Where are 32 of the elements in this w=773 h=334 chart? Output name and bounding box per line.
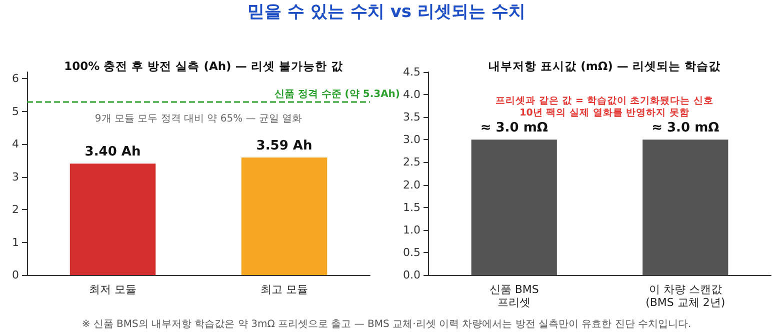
data-label: ≈ 3.0 mΩ — [480, 120, 548, 136]
data-label: ≈ 3.0 mΩ — [652, 120, 720, 136]
chart-title: 100% 충전 후 방전 실측 (Ah) — 리셋 불가능한 값 — [64, 59, 344, 73]
data-label: 3.40 Ah — [84, 144, 141, 160]
y-tick-label: 2.5 — [402, 156, 420, 169]
y-tick-label: 3 — [12, 170, 19, 184]
y-tick-label: 6 — [12, 72, 19, 86]
x-tick-label: 최고 모듈 — [260, 283, 308, 296]
y-tick-label: 5 — [12, 104, 19, 118]
chart-title: 내부저항 표시값 (mΩ) — 리셋되는 학습값 — [488, 59, 722, 73]
y-tick-label: 0.5 — [402, 246, 420, 259]
y-tick-label: 3.5 — [402, 110, 420, 124]
y-tick-label: 2 — [12, 203, 19, 216]
y-tick-label: 1.5 — [402, 200, 420, 214]
y-tick-label: 4 — [12, 138, 19, 151]
y-tick-label: 1 — [12, 236, 19, 249]
y-tick-label: 1.0 — [402, 223, 420, 236]
x-tick-label: 신품 BMS 프리셋 — [489, 283, 539, 309]
text: 믿을 수 있는 수치 vs 리셋되는 수치 — [246, 1, 526, 23]
text: ※ 신품 BMS의 내부저항 학습값은 약 3mΩ 프리셋으로 출고 — BMS 교체·리셋 이력 차량에서는 방전 실측만이 유효한 진단 수치입니다. — [80, 318, 692, 331]
y-tick-label: 4.5 — [402, 66, 420, 78]
y-tick-label: 3.0 — [402, 133, 420, 146]
annotation: 9개 모듈 모두 정격 대비 약 65% — 균일 열화 — [94, 114, 302, 124]
ref-line-label: 신품 정격 수준 (약 5.3Ah) — [274, 88, 400, 100]
annotation: 프리셋과 같은 값 = 학습값이 초기화됐다는 신호 10년 팩의 실제 열화를 반영하지 못함 — [496, 96, 714, 118]
data-label: 3.59 Ah — [256, 138, 312, 154]
y-tick-label: 0 — [12, 268, 19, 282]
y-tick-label: 4.0 — [402, 88, 420, 102]
y-tick-label: 2.0 — [402, 178, 420, 192]
x-tick-label: 최저 모듈 — [89, 283, 136, 296]
x-tick-label: 이 차량 스캔값 (BMS 교체 2년) — [646, 283, 726, 309]
y-tick-label: 0.0 — [402, 268, 420, 282]
